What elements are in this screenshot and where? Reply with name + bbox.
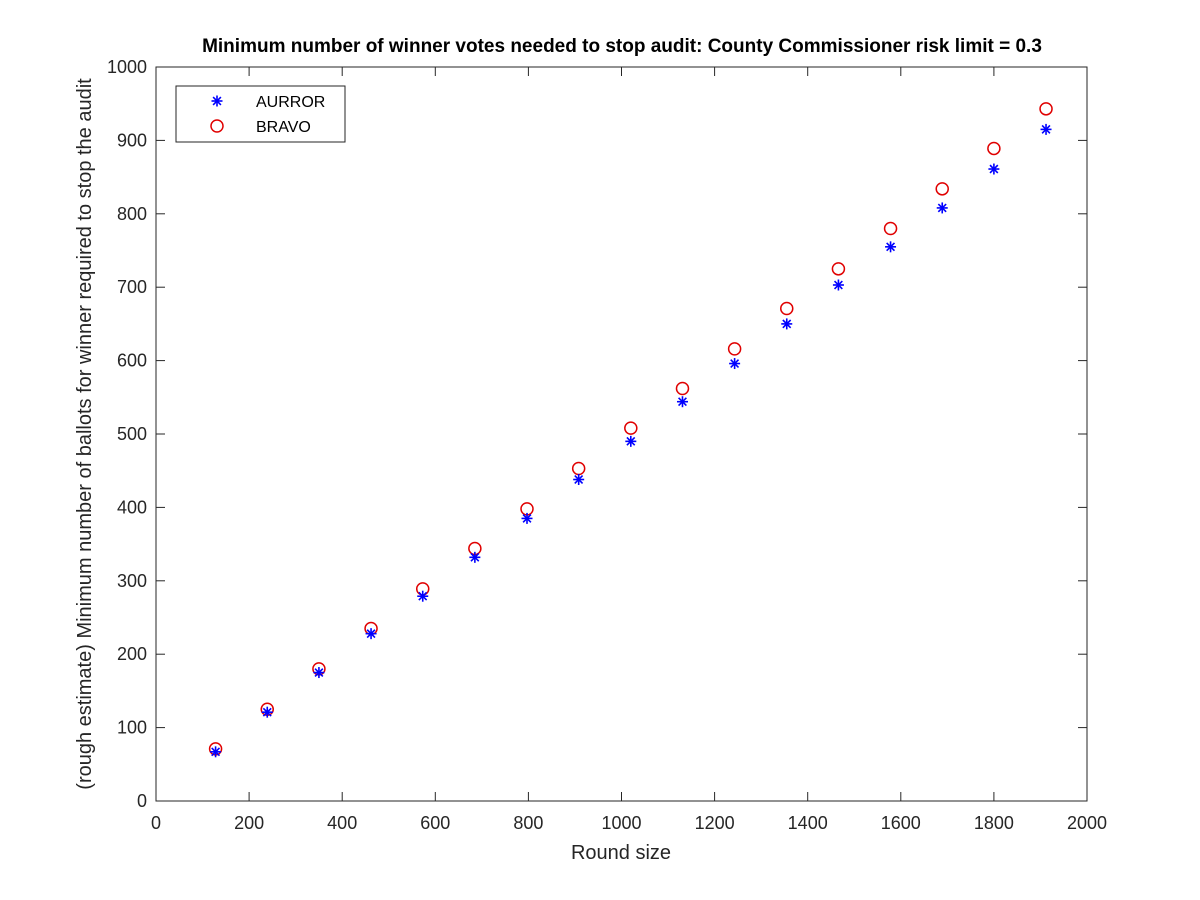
y-tick-label: 300 [117, 571, 147, 591]
aurror-point [210, 746, 222, 758]
bravo-point [987, 141, 1001, 156]
axis-ticks: 0 200 400 600 800 1000 1200 1400 1600 1800 2000 0 10… [107, 57, 1107, 833]
data-markers [208, 102, 1053, 758]
bravo-point [727, 342, 742, 356]
aurror-point [417, 590, 429, 602]
bravo-point [883, 221, 898, 236]
aurror-point [676, 396, 688, 408]
aurror-point [261, 706, 273, 718]
x-axis-title: Round size [571, 842, 671, 864]
legend-circle-icon [210, 119, 224, 133]
aurror-point [885, 241, 897, 253]
y-tick-label: 100 [117, 718, 147, 738]
y-axis-title: (rough estimate) Minimum number of ballo… [74, 78, 96, 790]
x-tick-label: 200 [234, 813, 264, 833]
aurror-point [469, 551, 481, 563]
x-tick-label: 1400 [788, 813, 828, 833]
aurror-point [832, 279, 844, 291]
aurror-point [781, 318, 793, 330]
y-tick-label: 700 [117, 277, 147, 297]
plot-area [155, 66, 1088, 802]
bravo-point [1039, 102, 1053, 116]
bravo-point [831, 262, 846, 276]
aurror-point [365, 628, 377, 640]
y-tick-label: 900 [117, 130, 147, 150]
y-tick-label: 200 [117, 644, 147, 664]
x-tick-label: 600 [420, 813, 450, 833]
x-tick-label: 1200 [695, 813, 735, 833]
chart-title: Minimum number of winner votes needed to… [202, 36, 1042, 57]
x-tick-label: 1600 [881, 813, 921, 833]
aurror-point [936, 202, 948, 214]
bravo-point [780, 301, 794, 316]
y-tick-label: 600 [117, 351, 147, 371]
y-tick-label: 800 [117, 204, 147, 224]
legend-label-aurror: AURROR [256, 94, 325, 111]
bravo-point [675, 381, 690, 396]
aurror-point [313, 667, 325, 679]
x-tick-label: 0 [151, 813, 161, 833]
y-tick-label: 1000 [107, 57, 147, 77]
y-tick-label: 400 [117, 497, 147, 517]
x-tick-label: 2000 [1067, 813, 1107, 833]
x-tick-label: 400 [327, 813, 357, 833]
legend: AURROR BRAVO [175, 85, 346, 143]
aurror-point [988, 163, 1000, 175]
bravo-point [624, 421, 638, 435]
y-tick-label: 500 [117, 424, 147, 444]
aurror-point [573, 474, 585, 486]
legend-label-bravo: BRAVO [256, 119, 311, 136]
legend-box [175, 85, 346, 143]
aurror-point [1040, 123, 1052, 135]
aurror-point [625, 435, 637, 447]
aurror-point [729, 358, 741, 370]
bravo-point [935, 182, 949, 196]
legend-marker-aurror [211, 95, 223, 107]
y-tick-label: 0 [137, 791, 147, 811]
x-tick-label: 1800 [974, 813, 1014, 833]
x-tick-label: 800 [513, 813, 543, 833]
legend-marker-bravo [210, 119, 224, 133]
aurror-point [521, 512, 533, 524]
legend-asterisk-icon [211, 95, 223, 107]
x-tick-label: 1000 [601, 813, 641, 833]
